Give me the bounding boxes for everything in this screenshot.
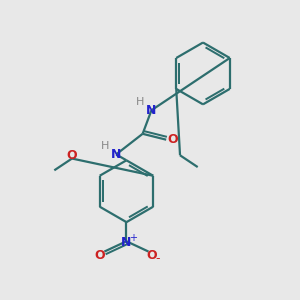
Text: O: O <box>94 249 105 262</box>
Text: O: O <box>167 133 178 146</box>
Text: O: O <box>67 148 77 161</box>
Text: -: - <box>156 252 160 265</box>
Text: H: H <box>136 97 145 107</box>
Text: O: O <box>147 249 158 262</box>
Text: N: N <box>111 148 121 161</box>
Text: +: + <box>129 233 137 243</box>
Text: N: N <box>146 104 157 117</box>
Text: N: N <box>121 236 132 249</box>
Text: H: H <box>101 141 109 151</box>
